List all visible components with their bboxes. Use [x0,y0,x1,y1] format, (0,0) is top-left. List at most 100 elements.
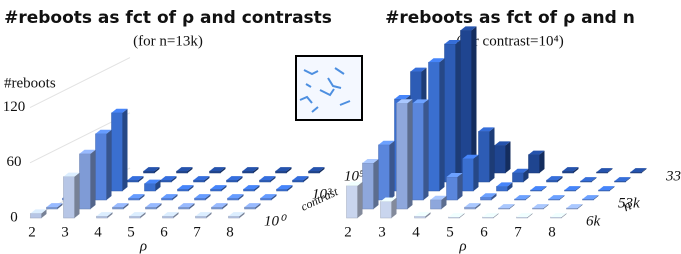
y-tick-label: 60 [7,154,22,170]
bar [499,204,515,209]
bar-front [276,171,287,173]
y-tick-label: 0 [10,209,18,225]
bar-front [244,189,255,191]
bar [211,185,227,191]
bar [161,176,177,182]
bar [463,155,479,191]
bar [529,151,545,173]
x-tick-label: 7 [514,224,522,240]
bar-front [130,216,141,218]
x-tick-label: 3 [61,224,69,240]
bar [97,212,113,218]
bar-front [163,216,174,218]
bar-front [549,199,560,200]
bar-front [97,216,108,218]
bar-front [161,180,172,182]
bar [129,194,145,200]
bar-front [243,171,254,173]
bar [429,58,445,191]
inset-image [296,56,362,120]
bar-front [146,207,157,209]
bar-front [211,189,222,191]
bar-front [227,180,238,182]
bar-front [463,159,474,191]
chart-title: #reboots as fct of ρ and n [385,8,635,28]
x-axis-label: ρ [458,238,466,254]
bar-front [47,207,58,209]
bar [495,141,511,173]
bar [449,213,465,218]
x-tick-label: 6 [160,224,168,240]
bar-front [481,197,492,200]
bar [347,182,363,218]
bar-front [113,207,124,209]
bar-front [80,154,91,209]
bar [565,186,581,191]
bar [227,176,243,182]
depth-tick-label: 10⁰ [264,213,287,229]
bar [479,127,495,182]
bar-side [456,40,461,182]
bar-front [261,198,272,200]
bar-side [358,182,363,218]
bar-front [581,181,592,182]
bar [260,176,276,182]
bar-side [374,159,379,209]
y-axis-label: #reboots [4,75,56,91]
bar-front [96,134,107,200]
bar-front [615,181,626,182]
bar [179,203,195,209]
bar-front [228,198,239,200]
bar-front [379,145,390,200]
bar-side [91,150,96,209]
bar [415,212,431,218]
bar [196,212,212,218]
bar [146,203,162,209]
bar-front [381,201,392,218]
bar-front [397,103,408,209]
bar-front [551,217,562,218]
bar [513,169,529,182]
bar [309,167,325,173]
bar [397,99,413,209]
x-tick-label: 2 [344,224,352,240]
bar-side [75,173,80,218]
bar-front [461,30,472,173]
bar [145,180,161,191]
bar [461,26,477,173]
x-axis-label: ρ [139,238,147,254]
bar [177,167,193,173]
x-tick-label: 8 [548,224,556,240]
bar [533,204,549,209]
bar-front [293,180,304,182]
bar-front [499,208,510,209]
bar [517,213,533,218]
bar [130,212,146,218]
figure: #reboots as fct of ρ and contrasts(for n… [0,0,681,254]
bar-front [495,145,506,173]
bar [631,168,647,173]
bar [80,150,96,209]
bar-front [547,180,558,182]
bar-front [445,44,456,182]
x-tick-label: 6 [480,224,488,240]
bar-front [363,163,374,209]
bar [597,168,613,173]
bar [293,176,309,182]
bar-front [597,172,608,173]
x-tick-label: 4 [94,224,102,240]
bar [381,197,397,218]
chart: #reboots as fct of ρ and n(for contrast=… [344,8,681,254]
bar-front [196,216,207,218]
bar-side [107,130,112,200]
bar [551,213,567,218]
bar-side [458,173,463,200]
bar-front [129,198,140,200]
bar [112,109,128,191]
bar [563,167,579,173]
bar-front [177,171,188,173]
y-tick-label: 120 [3,99,26,115]
bar [163,212,179,218]
bar-side [474,155,479,191]
bar [363,159,379,209]
